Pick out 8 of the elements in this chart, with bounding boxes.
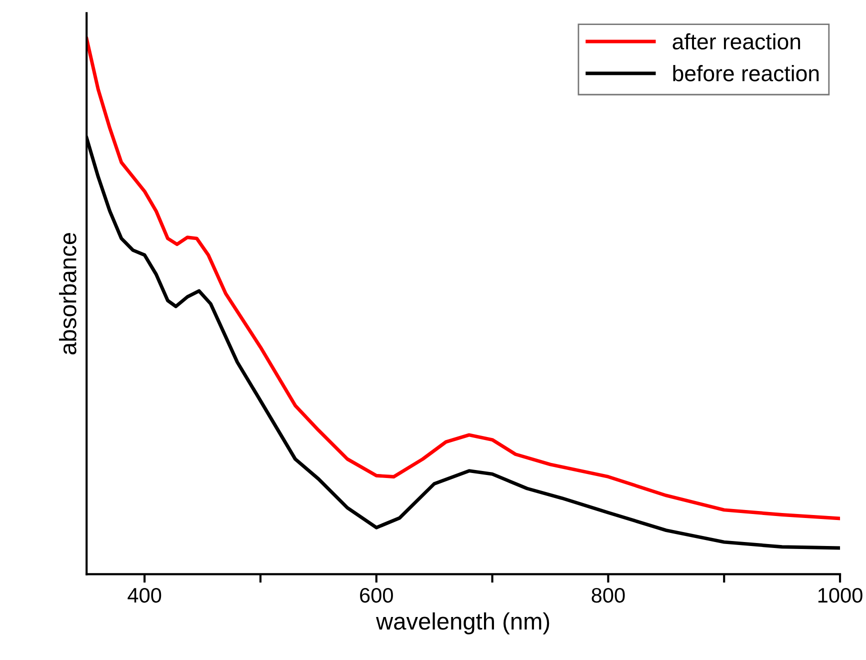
x-tick-label: 600 (360, 588, 393, 603)
x-tick-label: 1000 (818, 588, 862, 603)
y-axis-title: absorbance (59, 233, 76, 354)
x-tick-label: 400 (128, 588, 162, 603)
x-axis-title: wavelength (nm) (376, 612, 550, 634)
x-tick-label: 800 (592, 588, 625, 603)
legend-label: after reaction (672, 33, 800, 50)
legend-label: before reaction (673, 65, 819, 82)
